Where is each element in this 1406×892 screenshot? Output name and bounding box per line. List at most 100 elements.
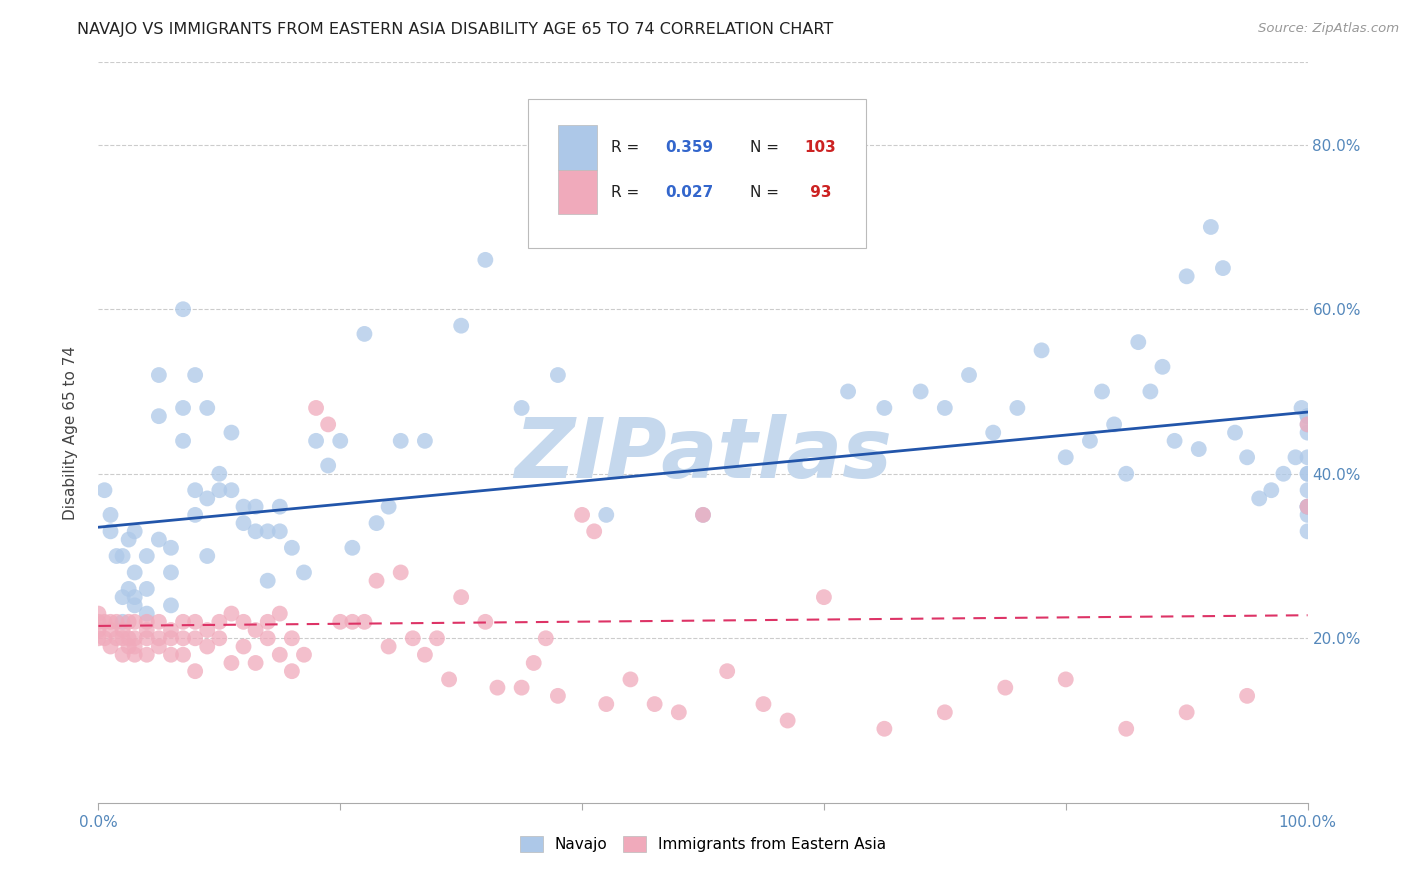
Point [377, 500, 399, 514]
Point [305, 434, 328, 448]
Point [1175, 706, 1198, 720]
Point [534, 632, 557, 646]
Text: R =: R = [612, 140, 644, 155]
Point [221, 483, 243, 498]
Point [1296, 500, 1319, 514]
Point [1102, 417, 1125, 432]
Point [118, 632, 141, 646]
Y-axis label: Disability Age 65 to 74: Disability Age 65 to 74 [63, 345, 77, 520]
Point [692, 508, 714, 522]
Text: ZIPatlas: ZIPatlas [515, 414, 891, 495]
Point [87, 607, 110, 621]
Point [595, 697, 617, 711]
Point [426, 632, 449, 646]
Point [813, 219, 835, 234]
Text: 0.359: 0.359 [665, 140, 714, 155]
Point [111, 632, 134, 646]
Point [1031, 343, 1053, 358]
Point [148, 533, 170, 547]
Point [353, 615, 375, 629]
Point [124, 566, 146, 580]
Point [172, 434, 194, 448]
Point [256, 632, 278, 646]
Point [523, 656, 546, 670]
Point [292, 566, 315, 580]
Point [184, 664, 207, 678]
Text: R =: R = [612, 185, 644, 200]
Point [837, 384, 859, 399]
Point [135, 615, 157, 629]
Point [1007, 401, 1029, 415]
Point [100, 524, 122, 539]
Point [752, 113, 775, 128]
Point [1296, 417, 1319, 432]
Point [160, 566, 183, 580]
Point [232, 516, 254, 530]
Point [245, 500, 267, 514]
Point [389, 434, 412, 448]
Point [208, 615, 231, 629]
Point [1296, 409, 1319, 424]
Text: N =: N = [751, 185, 785, 200]
Point [111, 590, 134, 604]
Text: 93: 93 [804, 185, 831, 200]
Point [934, 401, 956, 415]
Point [87, 615, 110, 629]
Point [413, 648, 436, 662]
Point [100, 615, 122, 629]
Point [910, 384, 932, 399]
Point [124, 615, 146, 629]
Point [1236, 450, 1258, 465]
Point [316, 458, 339, 473]
Point [100, 623, 122, 637]
Point [87, 623, 110, 637]
Point [111, 549, 134, 563]
Point [100, 508, 122, 522]
Point [752, 697, 775, 711]
Text: NAVAJO VS IMMIGRANTS FROM EASTERN ASIA DISABILITY AGE 65 TO 74 CORRELATION CHART: NAVAJO VS IMMIGRANTS FROM EASTERN ASIA D… [77, 22, 834, 37]
Point [329, 615, 352, 629]
Text: Source: ZipAtlas.com: Source: ZipAtlas.com [1258, 22, 1399, 36]
Point [1054, 450, 1077, 465]
Point [160, 632, 183, 646]
Point [1249, 491, 1271, 506]
Point [184, 615, 207, 629]
Point [571, 508, 593, 522]
Point [1223, 425, 1246, 440]
Point [118, 615, 141, 629]
Point [366, 516, 388, 530]
Point [172, 632, 194, 646]
Point [316, 417, 339, 432]
Point [269, 524, 291, 539]
Point [148, 409, 170, 424]
Point [1078, 434, 1101, 448]
Point [148, 615, 170, 629]
Point [281, 541, 304, 555]
Point [160, 599, 183, 613]
Point [595, 508, 617, 522]
Point [377, 640, 399, 654]
Point [245, 656, 267, 670]
Point [994, 681, 1017, 695]
Point [1175, 269, 1198, 284]
Point [1296, 417, 1319, 432]
Point [1296, 467, 1319, 481]
Point [124, 640, 146, 654]
Point [957, 368, 980, 382]
Point [547, 368, 569, 382]
Text: 103: 103 [804, 140, 837, 155]
Point [1296, 508, 1319, 522]
Point [1296, 500, 1319, 514]
Point [873, 722, 896, 736]
Point [256, 524, 278, 539]
Point [1212, 261, 1234, 276]
Point [221, 607, 243, 621]
Point [172, 302, 194, 317]
Point [135, 549, 157, 563]
Point [413, 434, 436, 448]
FancyBboxPatch shape [527, 99, 866, 247]
Point [269, 500, 291, 514]
Point [124, 632, 146, 646]
Point [547, 689, 569, 703]
Point [105, 632, 128, 646]
